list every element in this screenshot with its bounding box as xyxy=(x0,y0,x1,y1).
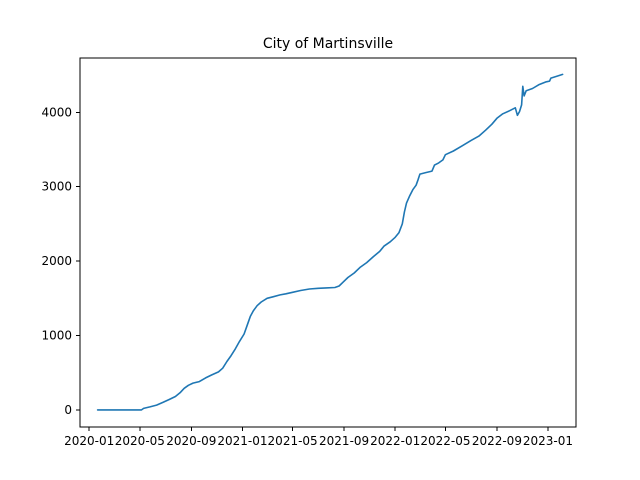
x-tick-label: 2021-09 xyxy=(319,434,369,448)
y-tick-label: 3000 xyxy=(41,180,72,194)
y-tick-label: 2000 xyxy=(41,254,72,268)
y-tick-label: 4000 xyxy=(41,105,72,119)
x-tick-label: 2020-09 xyxy=(166,434,216,448)
y-tick-label: 1000 xyxy=(41,328,72,342)
y-tick-label: 0 xyxy=(64,403,72,417)
series-layer xyxy=(96,73,564,411)
y-axis-ticks: 0 1000 2000 3000 4000 xyxy=(41,105,80,417)
x-tick-label: 2020-01 xyxy=(64,434,114,448)
x-tick-label: 2021-05 xyxy=(268,434,318,448)
x-tick-label: 2021-01 xyxy=(217,434,267,448)
x-tick-label: 2020-05 xyxy=(115,434,165,448)
chart-title: City of Martinsville xyxy=(263,36,393,52)
x-tick-label: 2022-01 xyxy=(370,434,420,448)
x-axis-ticks: 2020-01 2020-05 2020-09 2021-01 2021-05 2021-… xyxy=(64,427,573,448)
x-tick-label: 2022-09 xyxy=(472,434,522,448)
x-tick-label: 2022-05 xyxy=(420,434,470,448)
series-line-0 xyxy=(96,73,564,411)
plot-frame xyxy=(79,57,577,428)
x-tick-label: 2023-01 xyxy=(523,434,573,448)
